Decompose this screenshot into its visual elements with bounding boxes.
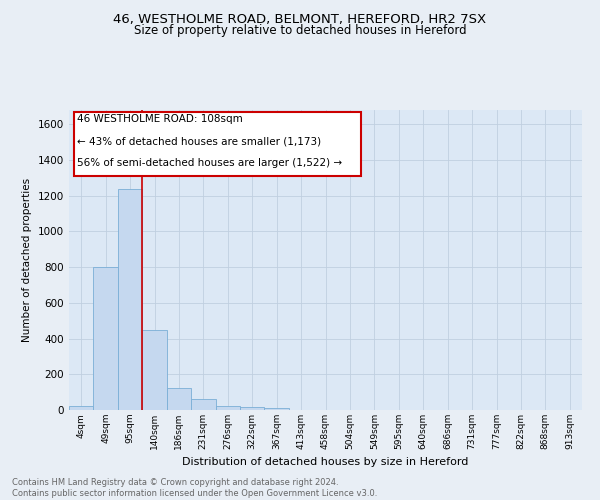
Bar (167, 388, 191, 410)
Text: 56% of semi-detached houses are larger (1,522) →: 56% of semi-detached houses are larger (… (77, 158, 342, 168)
Y-axis label: Number of detached properties: Number of detached properties (22, 178, 32, 342)
Bar (240, 407, 265, 410)
Text: 46 WESTHOLME ROAD: 108sqm: 46 WESTHOLME ROAD: 108sqm (77, 114, 242, 124)
X-axis label: Distribution of detached houses by size in Hereford: Distribution of detached houses by size … (182, 458, 469, 468)
Text: 46, WESTHOLME ROAD, BELMONT, HEREFORD, HR2 7SX: 46, WESTHOLME ROAD, BELMONT, HEREFORD, H… (113, 12, 487, 26)
Bar (94, 267, 118, 410)
Bar (191, 400, 215, 410)
FancyBboxPatch shape (74, 112, 361, 176)
Bar (215, 406, 240, 410)
Bar (142, 330, 167, 410)
Bar (118, 188, 142, 410)
Text: Size of property relative to detached houses in Hereford: Size of property relative to detached ho… (134, 24, 466, 37)
Text: ← 43% of detached houses are smaller (1,173): ← 43% of detached houses are smaller (1,… (77, 137, 321, 147)
Bar (69, 406, 94, 410)
Bar (265, 408, 289, 410)
Text: Contains HM Land Registry data © Crown copyright and database right 2024.
Contai: Contains HM Land Registry data © Crown c… (12, 478, 377, 498)
